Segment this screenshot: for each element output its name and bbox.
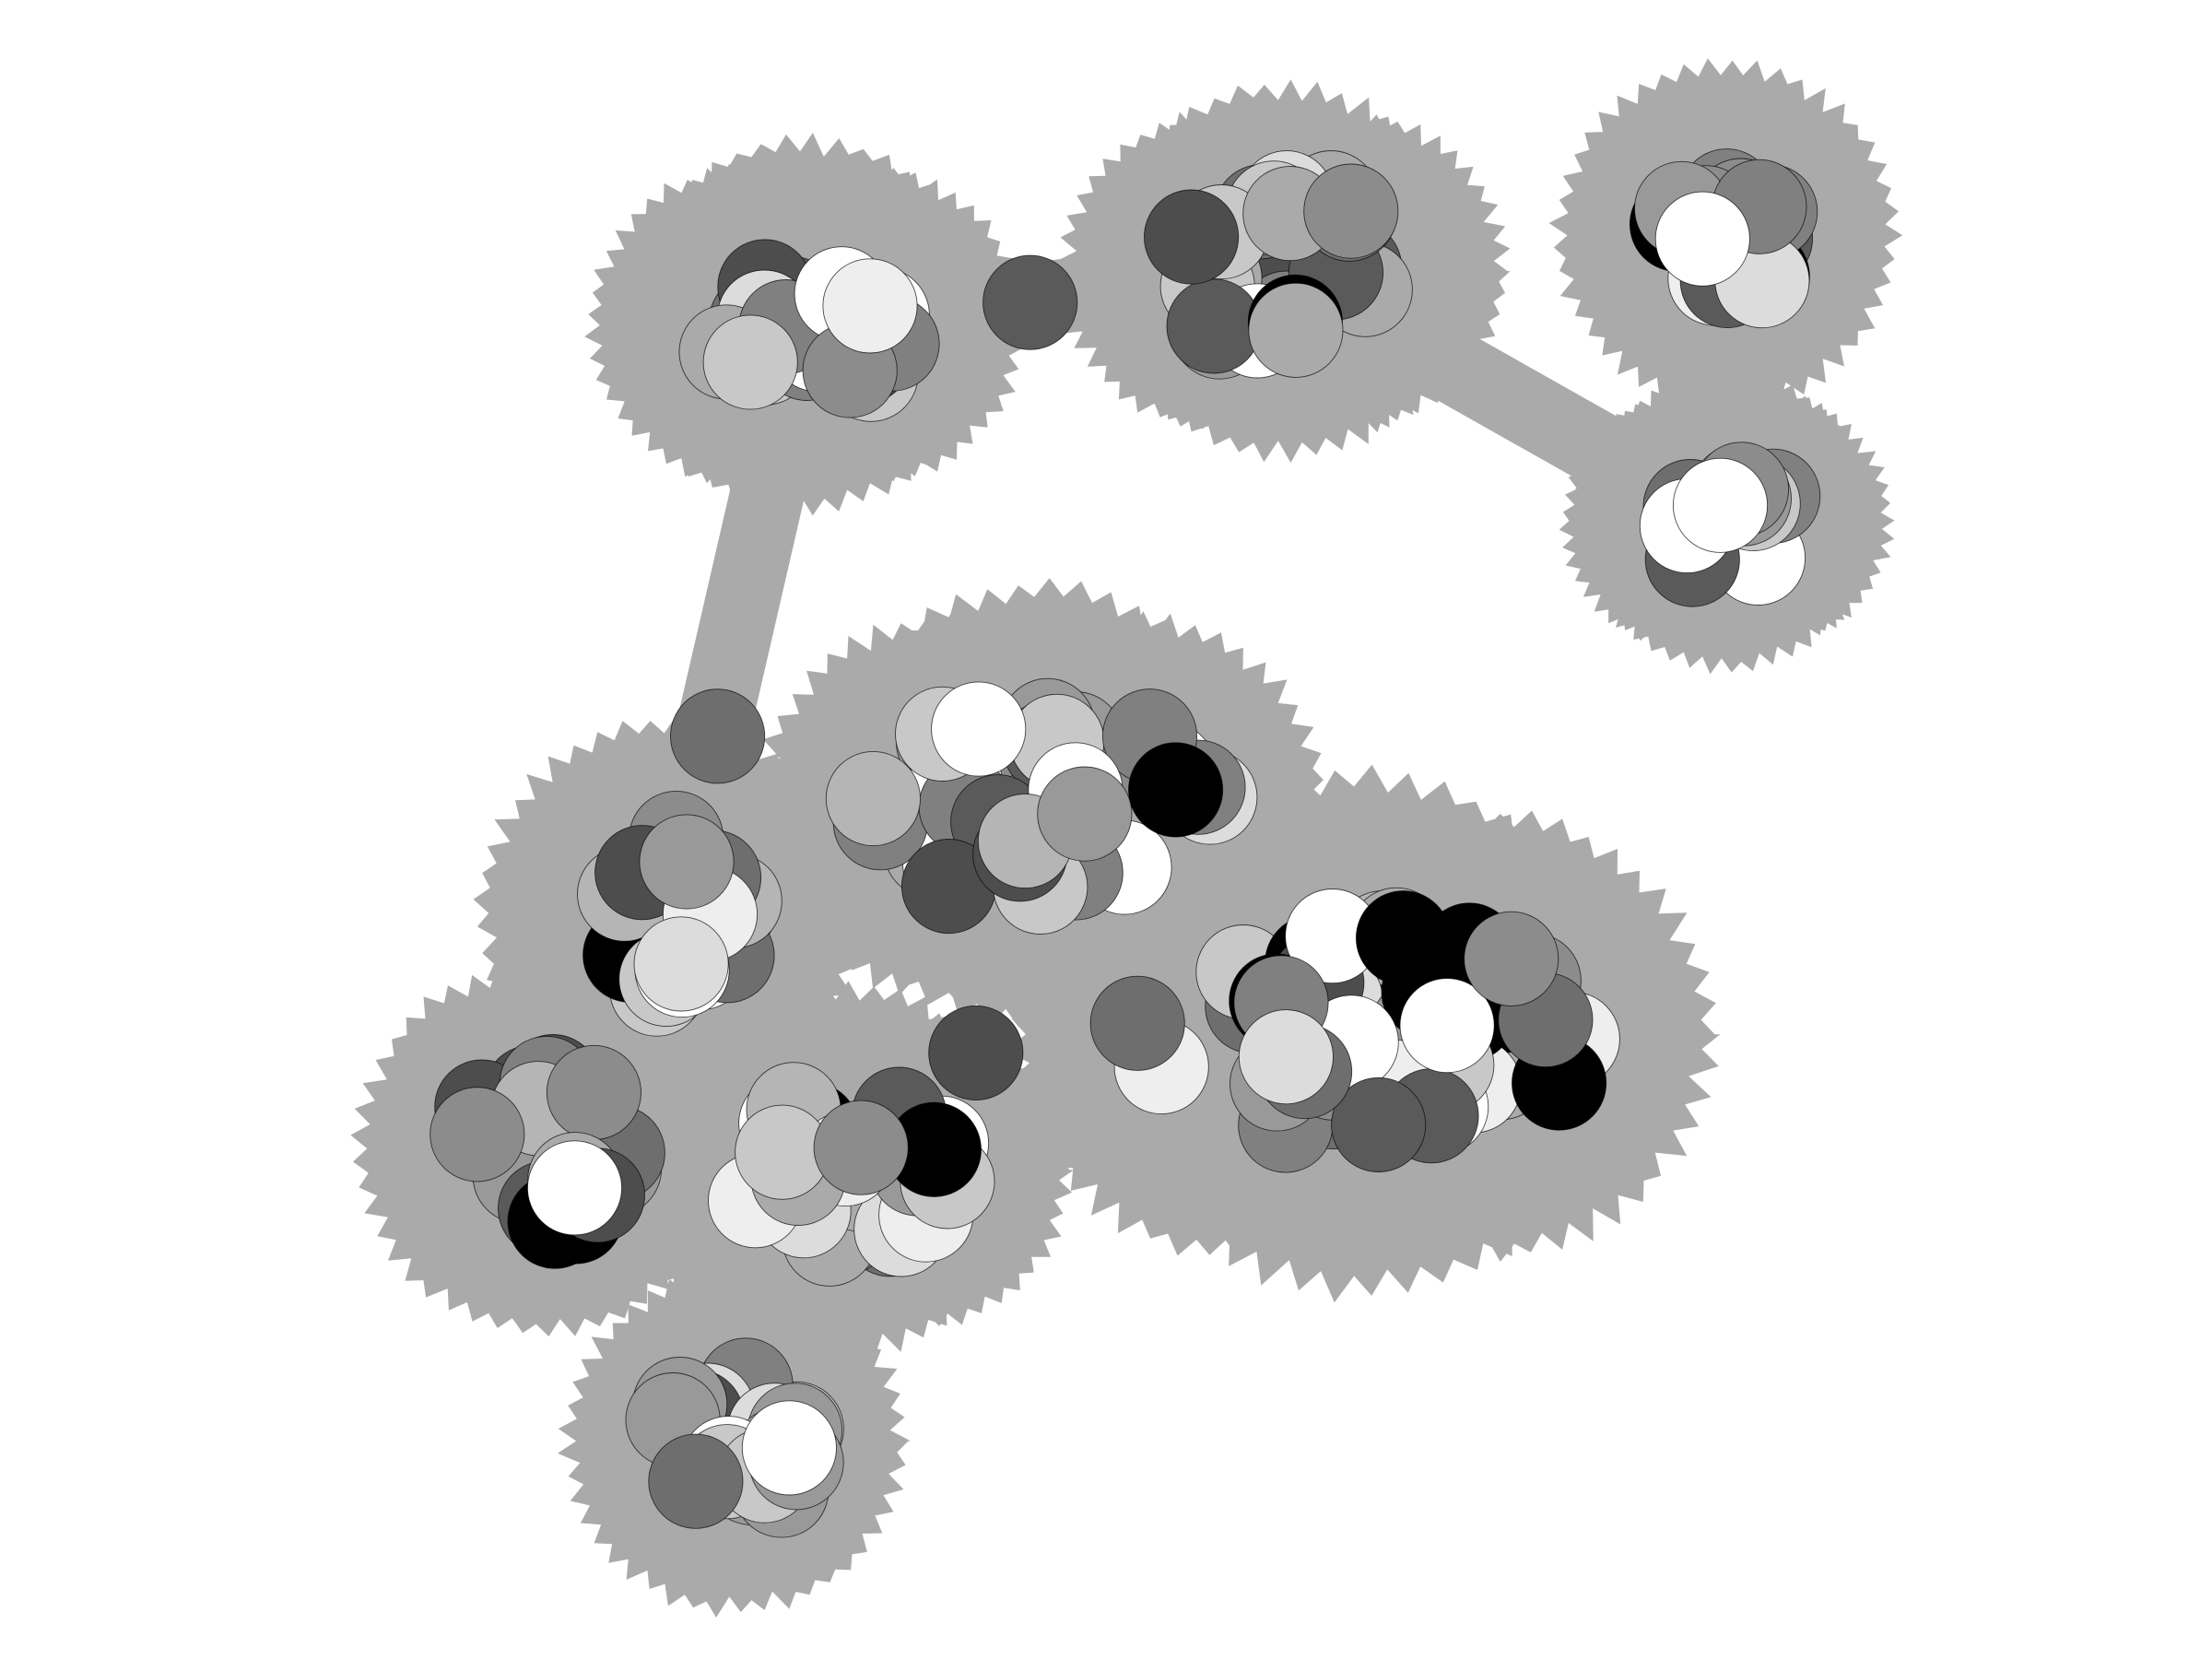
node-cluster-top-left-26 [822, 258, 918, 354]
node-cluster-center-right-44 [1089, 975, 1185, 1071]
node-cluster-top-middle-17 [1144, 189, 1240, 285]
node-cluster-right-lower-12 [1672, 457, 1769, 553]
node-cluster-center-right-49 [1464, 911, 1559, 1006]
node-cluster-bottom-20 [648, 1433, 744, 1529]
bridge-node-3 [928, 1005, 1024, 1100]
node-cluster-top-middle-12 [1166, 278, 1262, 374]
node-cluster-bottom-left-16 [429, 1087, 525, 1182]
node-cluster-middle-left-16 [639, 814, 735, 910]
node-cluster-top-left-24 [702, 314, 798, 410]
node-cluster-top-middle-20 [1248, 282, 1344, 378]
node-cluster-center-right-50 [1238, 1009, 1334, 1105]
node-cluster-top-right-18 [1654, 191, 1750, 287]
node-cluster-center-right-43 [1399, 978, 1495, 1074]
node-layer [429, 148, 1821, 1538]
bridge-node-2 [670, 688, 766, 784]
node-cluster-center-right-42 [1355, 890, 1452, 986]
node-cluster-center-33 [931, 681, 1027, 777]
node-cluster-bottom-left-22 [526, 1140, 623, 1236]
node-cluster-center-34 [1037, 766, 1133, 862]
node-cluster-top-middle-22 [1303, 163, 1399, 259]
node-cluster-bottom-left-18 [546, 1044, 641, 1140]
node-cluster-center-21 [825, 750, 921, 847]
bridge-node-1 [982, 254, 1078, 350]
node-cluster-middle-left-15 [633, 916, 729, 1012]
node-cluster-bottom-middle-22 [813, 1100, 909, 1195]
node-cluster-center-31 [1128, 742, 1224, 838]
node-cluster-bottom-22 [741, 1400, 837, 1496]
node-cluster-center-right-46 [1331, 1077, 1427, 1172]
